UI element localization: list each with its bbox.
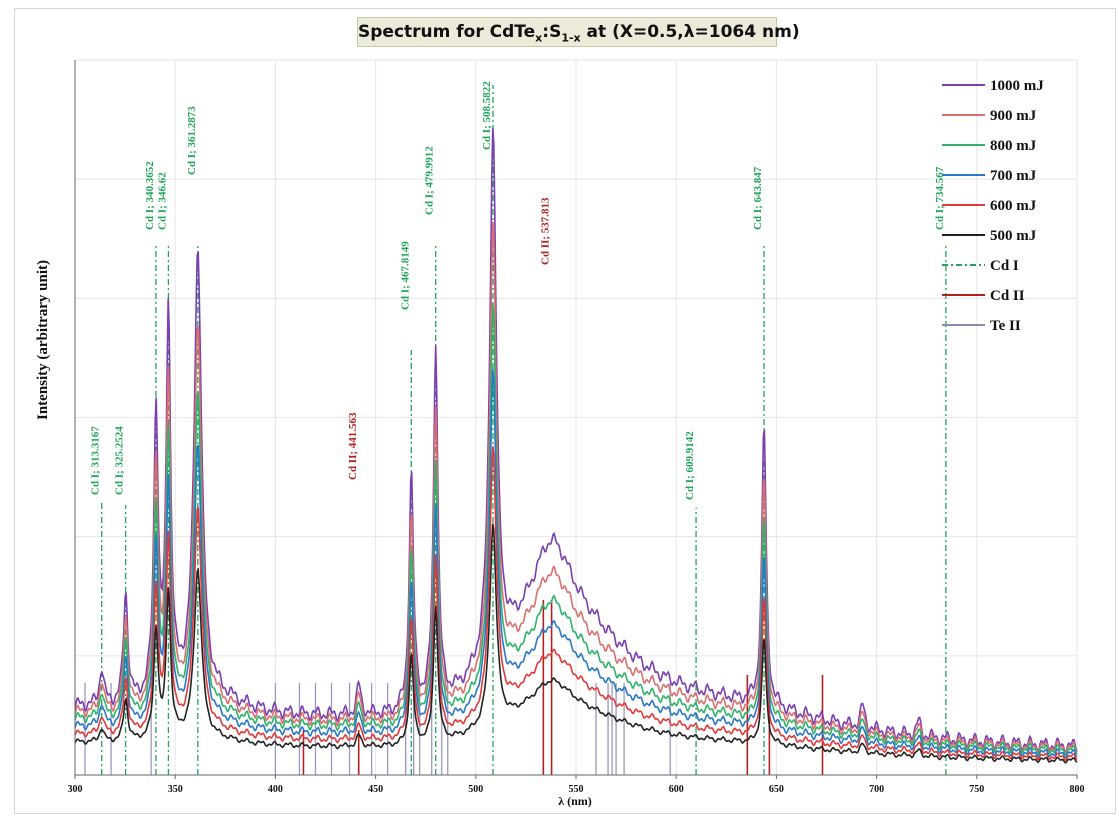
peak-label: Cd I; 340.3652 xyxy=(144,161,156,230)
x-tick-label: 750 xyxy=(969,784,984,795)
spectrum-curves xyxy=(74,127,1078,764)
series-line-1000-mj xyxy=(74,127,1078,754)
legend-label: Cd I xyxy=(990,258,1019,274)
grid xyxy=(74,59,1078,775)
peak-annotations: Cd I; 313.3167 Cd I; 325.2524 Cd I; 340.36… xyxy=(90,81,946,500)
chart-title: Spectrum for CdTex:S1-x at (X=0.5,λ=1064… xyxy=(357,17,800,47)
peak-label: Cd I; 734.567 xyxy=(934,166,946,230)
x-axis-label: λ (nm) xyxy=(558,794,592,808)
x-tick-label: 550 xyxy=(569,784,584,795)
peak-label: Cd I; 609.9142 xyxy=(684,431,696,500)
legend-label: 600 mJ xyxy=(990,198,1037,214)
peak-label: Cd I; 467.8149 xyxy=(399,241,411,310)
series-line-600-mj xyxy=(74,446,1078,761)
x-tick-label: 400 xyxy=(268,784,283,795)
series-line-500-mj xyxy=(74,523,1078,764)
y-axis-label: Intensity (arbitrary unit) xyxy=(35,260,51,420)
series-line-700-mj xyxy=(74,369,1078,759)
x-tick-label: 300 xyxy=(68,784,83,795)
axes: 300 350 400 450 500 550 600 650 700 750 800 xyxy=(68,60,1085,795)
legend-label: 500 mJ xyxy=(990,228,1037,244)
peak-label: Cd II; 441.563 xyxy=(347,412,359,480)
x-tick-label: 650 xyxy=(769,784,784,795)
x-tick-label: 800 xyxy=(1070,784,1085,795)
x-tick-label: 500 xyxy=(468,784,483,795)
x-tick-label: 450 xyxy=(368,784,383,795)
legend-label: Te II xyxy=(990,318,1021,334)
peak-label: Cd I; 508.5822 xyxy=(481,81,493,150)
peak-label: Cd I; 361.2873 xyxy=(186,106,198,175)
legend-label: 700 mJ xyxy=(990,168,1037,184)
peak-label: Cd I; 325.2524 xyxy=(114,426,126,495)
peak-label: Cd II; 537.813 xyxy=(540,197,552,265)
peak-label: Cd I; 479.9912 xyxy=(424,146,436,215)
peak-label: Cd I; 346.62 xyxy=(156,172,168,230)
legend-label: 1000 mJ xyxy=(990,78,1044,94)
legend-label: Cd II xyxy=(990,288,1025,304)
x-tick-label: 350 xyxy=(168,784,183,795)
peak-label: Cd I; 313.3167 xyxy=(90,426,102,495)
reference-lines xyxy=(84,85,947,775)
peak-label: Cd I; 643.847 xyxy=(752,166,764,230)
x-tick-label: 600 xyxy=(669,784,684,795)
series-line-900-mj xyxy=(74,221,1078,755)
x-tick-label: 700 xyxy=(869,784,884,795)
legend: 1000 mJ 900 mJ 800 mJ 700 mJ 600 mJ 500 mJ Cd … xyxy=(942,78,1044,334)
legend-label: 800 mJ xyxy=(990,138,1037,154)
legend-label: 900 mJ xyxy=(990,108,1037,124)
series-line-800-mj xyxy=(74,303,1078,756)
